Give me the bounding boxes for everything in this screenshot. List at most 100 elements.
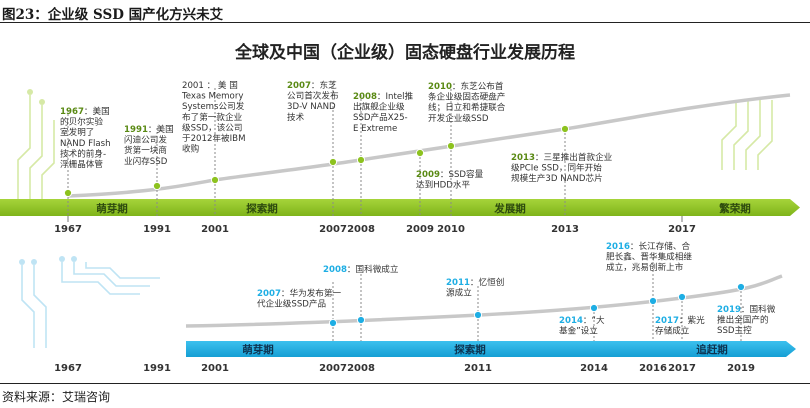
- global-event-text: 公司首次发布: [287, 90, 339, 102]
- china-event-text: 代企业级SSD产品: [257, 298, 326, 310]
- china-year-label: 2014: [580, 363, 608, 374]
- global-stage-label: 探索期: [246, 202, 278, 215]
- global-year-label: 2013: [551, 224, 579, 235]
- china-event-text: 肥长鑫、晋华集成相继: [606, 251, 692, 263]
- global-event-text: 2009：SSD容量: [416, 168, 484, 180]
- global-event-dot: [560, 124, 570, 134]
- global-event-text: 规模生产3D NAND芯片: [511, 172, 603, 184]
- china-stage-bar: 萌芽期 探索期 追赶期: [186, 341, 796, 357]
- global-event-text: 收购: [182, 143, 199, 155]
- global-year-label: 1991: [143, 224, 171, 235]
- global-year-label: 2007: [319, 224, 347, 235]
- china-year-label: 2007: [319, 363, 347, 374]
- global-event-dot: [328, 157, 338, 167]
- global-year-label: 2001: [201, 224, 229, 235]
- global-event-text: 2013：三星推出首款企业: [511, 151, 613, 163]
- china-event-dot: [589, 303, 599, 313]
- china-year-label: 1967: [54, 363, 82, 374]
- figure-caption: 图23：企业级 SSD 国产化方兴未艾: [2, 7, 224, 23]
- china-event-text: 2019：国科微: [717, 303, 776, 315]
- global-event-text: 条企业级固态硬盘产: [428, 91, 505, 103]
- global-event-text: 的贝尔实验: [60, 116, 103, 128]
- global-stage-label: 繁荣期: [718, 202, 751, 215]
- diagram-title: 全球及中国（企业级）固态硬盘行业发展历程: [234, 42, 575, 63]
- global-event-text: 浮栅晶体管: [60, 158, 103, 170]
- global-event-text: 线；日立和希捷联合: [428, 101, 506, 113]
- global-event-dot: [356, 155, 366, 165]
- global-event-dot: [152, 181, 162, 191]
- global-event-text: Systems公司发: [182, 100, 245, 112]
- china-event-text: 存储成立: [655, 325, 690, 337]
- global-event-text: 2007：东芝: [287, 79, 337, 91]
- global-stage-bar: 萌芽期 探索期 发展期 繁荣期: [0, 199, 800, 222]
- global-event-text: 闪迪公司发: [124, 134, 167, 146]
- global-event-text: 室发明了: [60, 126, 94, 138]
- global-event-text: 技术的前身-: [60, 147, 106, 159]
- china-event-dot: [677, 292, 687, 302]
- china-event-dot: [648, 296, 658, 306]
- china-event-text: 成立，兆易创新上市: [606, 261, 684, 273]
- china-stage-label: 萌芽期: [242, 343, 274, 356]
- china-event-text: 2014：“大: [559, 314, 605, 326]
- china-event-text: 基金”设立: [559, 325, 598, 337]
- global-year-label: 2017: [668, 224, 696, 235]
- global-stage-label: 发展期: [493, 202, 526, 215]
- global-event-text: 2008：Intel推: [353, 90, 414, 102]
- china-event-text: 源成立: [446, 287, 472, 299]
- global-event-dot: [63, 188, 73, 198]
- global-event-text: 布了第一款企业: [182, 111, 243, 123]
- china-event-text: 推出全国产的: [717, 314, 769, 326]
- global-event-text: 货第一块商: [124, 144, 167, 156]
- global-event-text: 级SSD，该公司: [182, 121, 243, 133]
- global-timeline: 1967 1991 2001 2007 2008 2009 2010 2013 2017 1967…: [54, 79, 696, 235]
- china-stage-label: 探索期: [454, 343, 486, 356]
- china-event-text: 2016：长江存储、合: [606, 240, 690, 252]
- china-event-text: 2008：国科微成立: [323, 263, 399, 275]
- china-year-label: 2016: [639, 363, 667, 374]
- global-event-text: 级PCIe SSD，同年开始: [511, 162, 602, 174]
- china-stage-label: 追赶期: [696, 343, 728, 356]
- caption-rule: [0, 22, 810, 23]
- global-event-text: 开发企业级SSD: [428, 112, 489, 124]
- circuit-decoration-blue: [19, 256, 160, 348]
- global-event-text: E Extreme: [353, 124, 397, 134]
- china-event-text: 2011：忆恒创: [446, 276, 504, 288]
- china-year-label: 2001: [201, 363, 229, 374]
- source-rule: [0, 383, 810, 384]
- china-year-label: 2008: [347, 363, 375, 374]
- global-event-dot: [446, 141, 456, 151]
- global-growth-curve: [67, 93, 791, 198]
- global-event-text: 3D-V NAND: [287, 102, 336, 112]
- global-year-label: 1967: [54, 224, 82, 235]
- global-event-text: 业闪存SSD: [124, 155, 168, 167]
- china-event-dot: [356, 315, 366, 325]
- global-event-text: Texas Memory: [181, 92, 243, 102]
- global-stage-label: 萌芽期: [96, 202, 128, 215]
- global-event-dot: [210, 175, 220, 185]
- china-timeline: 1967 1991 2001 2007 2008 2011 2014 2016 2017 2019…: [54, 240, 776, 374]
- global-event-text: 技术: [287, 111, 305, 123]
- global-event-text: 出旗舰企业级: [353, 101, 405, 113]
- source-note: 资料来源：艾瑞咨询: [2, 390, 111, 404]
- global-event-text: 1967：美国: [60, 105, 110, 117]
- global-event-text: 2001 ： 美 国: [182, 79, 238, 91]
- global-event-text: 于2012年被IBM: [182, 132, 246, 144]
- global-year-label: 2009: [406, 224, 434, 235]
- china-year-label: 2011: [464, 363, 492, 374]
- china-year-label: 1991: [143, 363, 171, 374]
- china-event-dot: [473, 310, 483, 320]
- china-event-text: SSD主控: [717, 324, 752, 336]
- china-event-dot: [736, 282, 746, 292]
- global-event-text: 2010：东芝公布首: [428, 80, 504, 92]
- china-year-label: 2019: [727, 363, 755, 374]
- china-event-text: 2017：紫光: [655, 314, 705, 326]
- global-event-text: 达到HDD水平: [416, 179, 470, 191]
- global-event-text: NAND Flash: [60, 139, 111, 149]
- global-year-label: 2010: [437, 224, 465, 235]
- china-year-label: 2017: [668, 363, 696, 374]
- global-year-label: 2008: [347, 224, 375, 235]
- circuit-decoration-green: [17, 89, 773, 206]
- global-event-text: SSD产品X25-: [353, 111, 408, 123]
- china-growth-curve: [185, 274, 783, 328]
